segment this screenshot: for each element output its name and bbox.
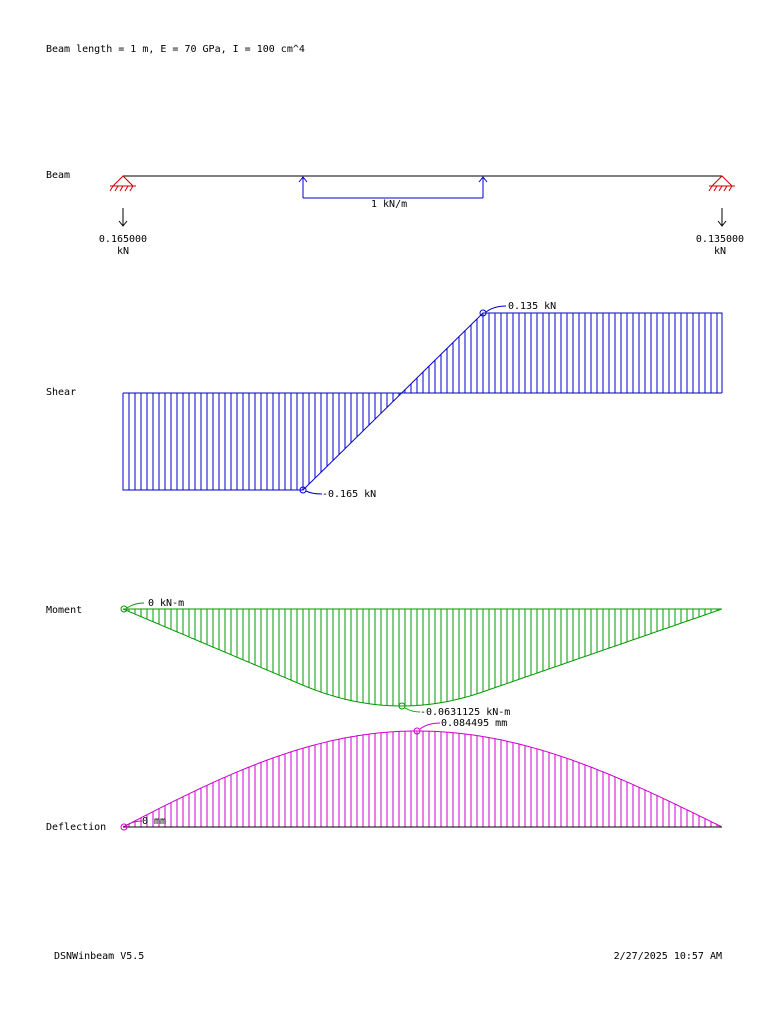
shear-min-label: -0.165 kN: [322, 489, 376, 500]
shear-hatch: [122, 313, 718, 490]
left-reaction-arrow-icon: [118, 208, 128, 227]
moment-curve: [122, 608, 722, 707]
moment-min-marker: [398, 702, 406, 710]
right-pin-support-icon: [708, 175, 735, 192]
deflection-start-label: 0 mm: [142, 816, 166, 827]
load-arrow-left-icon: [298, 176, 308, 183]
left-reaction-value: 0.165000: [99, 234, 147, 245]
deflection-label: Deflection: [46, 822, 106, 833]
right-reaction-arrow-icon: [717, 208, 727, 227]
left-reaction-unit: kN: [117, 246, 129, 257]
moment-hatch: [128, 609, 718, 706]
deflection-max-label: 0.084495 mm: [441, 718, 507, 729]
deflection-max-marker: [413, 727, 421, 735]
moment-start-marker: [120, 605, 128, 613]
header-text: Beam length = 1 m, E = 70 GPa, I = 100 c…: [46, 44, 305, 55]
right-reaction-unit: kN: [714, 246, 726, 257]
moment-start-leader: [126, 602, 145, 609]
moment-label: Moment: [46, 605, 82, 616]
moment-min-label: -0.0631125 kN-m: [420, 707, 510, 718]
shear-min-marker: [299, 486, 307, 494]
deflection-curve: [122, 730, 722, 828]
load-arrow-right-icon: [478, 176, 488, 183]
moment-min-leader: [404, 707, 421, 713]
shear-min-leader: [305, 490, 323, 495]
shear-outline: [122, 312, 723, 491]
load-label: 1 kN/m: [371, 199, 407, 210]
shear-max-label: 0.135 kN: [508, 301, 556, 312]
deflection-start-marker: [120, 823, 128, 831]
deflection-start-leader: [126, 820, 143, 826]
shear-max-leader: [485, 305, 507, 313]
deflection-max-leader: [419, 722, 441, 730]
left-pin-support-icon: [109, 175, 136, 192]
distributed-load: [298, 176, 488, 199]
shear-label: Shear: [46, 387, 76, 398]
beam-label: Beam: [46, 170, 70, 181]
footer-timestamp: 2/27/2025 10:57 AM: [614, 951, 722, 962]
right-reaction-value: 0.135000: [696, 234, 744, 245]
moment-start-label: 0 kN-m: [148, 598, 184, 609]
footer-app-name: DSNWinbeam V5.5: [54, 951, 144, 962]
deflection-hatch: [128, 731, 718, 827]
shear-max-marker: [479, 309, 487, 317]
